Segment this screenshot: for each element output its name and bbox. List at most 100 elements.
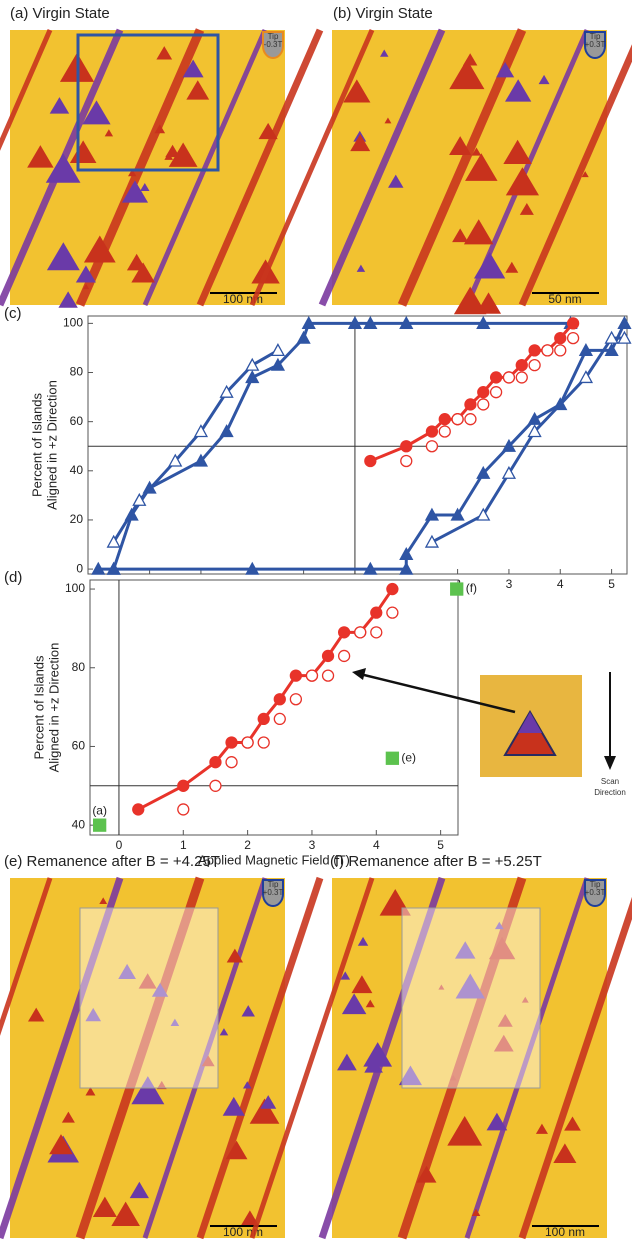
island — [388, 174, 404, 188]
island — [83, 283, 90, 290]
step-edge — [142, 877, 268, 1239]
marker — [515, 371, 528, 384]
island — [258, 122, 278, 140]
island — [356, 264, 366, 272]
marker — [168, 453, 183, 467]
marker — [209, 756, 222, 769]
marker — [578, 370, 594, 384]
marker — [477, 398, 490, 411]
marker — [257, 712, 270, 726]
marker — [554, 344, 567, 357]
marker — [193, 453, 209, 467]
marker — [363, 316, 378, 330]
chart: (c)-5-4-3-2-1012345020406080100Applied M… — [4, 305, 632, 606]
island — [538, 74, 550, 85]
marker — [464, 398, 477, 411]
island — [488, 936, 516, 960]
island — [58, 291, 78, 308]
marker — [91, 561, 106, 575]
island — [363, 1042, 393, 1067]
marker — [219, 424, 234, 438]
island — [85, 1007, 102, 1022]
island — [131, 262, 155, 283]
island — [449, 1074, 457, 1081]
y-tick-label: 100 — [65, 581, 85, 595]
marker — [321, 649, 335, 663]
island — [521, 996, 529, 1003]
marker — [399, 316, 414, 330]
marker — [566, 317, 580, 330]
marker — [364, 454, 377, 468]
island — [241, 1210, 259, 1226]
island — [471, 147, 482, 156]
y-axis-label: Aligned in +z Direction — [46, 643, 61, 773]
y-tick-label: 60 — [70, 414, 84, 428]
y-tick-label: 20 — [70, 512, 84, 526]
marker — [193, 424, 209, 438]
island — [225, 1140, 248, 1160]
tip-icon — [584, 879, 606, 907]
scale-label: 50 nm — [548, 292, 581, 306]
marker — [106, 561, 121, 575]
island — [553, 1143, 577, 1163]
step-edge — [0, 876, 124, 1240]
y-tick-label: 60 — [72, 739, 86, 753]
island — [503, 139, 532, 165]
marker — [245, 370, 260, 384]
inset-caption: Scan — [601, 777, 619, 786]
island — [465, 153, 498, 181]
island — [455, 973, 485, 999]
island — [365, 999, 375, 1008]
marker — [370, 626, 383, 639]
island — [379, 889, 411, 916]
y-axis-label: Percent of Islands — [29, 392, 44, 497]
island — [519, 202, 534, 215]
island — [129, 1181, 149, 1199]
point-label: (f) — [466, 581, 477, 595]
scan-region — [401, 907, 541, 1089]
step-edge — [518, 896, 632, 1240]
island — [201, 1055, 215, 1067]
island — [454, 941, 476, 959]
x-tick-label: 4 — [373, 838, 380, 852]
x-tick-label: 0 — [116, 838, 123, 852]
marker — [438, 425, 451, 438]
marker — [385, 751, 400, 765]
marker — [604, 330, 619, 344]
y-tick-label: 40 — [72, 817, 86, 831]
inset: Scan Direction — [352, 668, 626, 797]
marker — [257, 736, 270, 749]
marker — [450, 582, 464, 596]
point-label: (e) — [401, 750, 416, 764]
island — [75, 265, 96, 283]
island — [438, 984, 445, 990]
step-edge — [196, 876, 324, 1240]
marker — [273, 712, 286, 726]
marker — [476, 507, 491, 521]
island — [49, 1134, 73, 1155]
marker — [209, 779, 222, 792]
island — [496, 62, 515, 78]
island — [170, 1018, 180, 1026]
scan-region — [79, 907, 219, 1089]
step-edge — [464, 877, 590, 1239]
tip-label: Tip — [268, 32, 279, 41]
panel-title: (a) Virgin State — [10, 5, 110, 22]
x-tick-label: 5 — [608, 577, 615, 591]
island — [449, 136, 472, 156]
island — [535, 1123, 548, 1134]
tip-label: Tip — [268, 880, 279, 889]
panel-title: (f) Remanence after B = +5.25T — [330, 853, 542, 870]
scale-label: 100 nm — [545, 1225, 585, 1239]
marker — [93, 818, 107, 832]
marker — [270, 357, 286, 371]
marker — [305, 669, 319, 682]
marker — [425, 440, 439, 453]
marker — [617, 316, 632, 330]
island — [99, 897, 108, 904]
marker — [502, 371, 516, 384]
island — [27, 1007, 45, 1022]
marker — [450, 507, 465, 521]
